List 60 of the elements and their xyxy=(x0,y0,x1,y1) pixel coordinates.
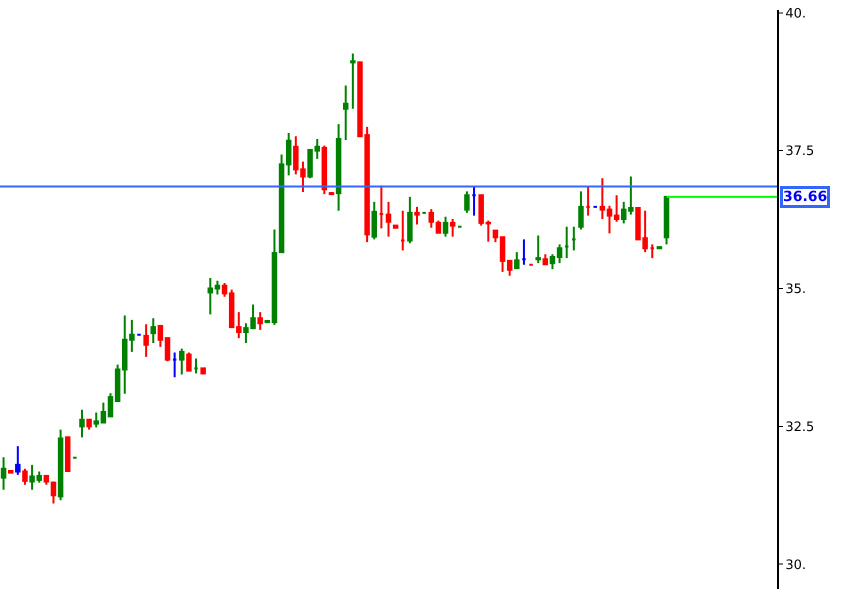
candlestick xyxy=(243,322,249,344)
candlestick xyxy=(407,196,413,244)
candlestick xyxy=(364,126,370,244)
y-tick-label: 35. xyxy=(785,282,806,298)
candlestick xyxy=(328,190,334,196)
candlestick xyxy=(143,323,149,358)
candlestick xyxy=(521,238,527,266)
candlestick xyxy=(257,311,263,331)
candlestick xyxy=(656,246,662,250)
candlestick xyxy=(556,243,562,264)
candlestick xyxy=(464,190,470,214)
candlestick xyxy=(158,324,164,348)
candlestick xyxy=(450,218,456,238)
candlestick xyxy=(492,230,498,244)
candlestick xyxy=(0,456,6,491)
candlestick xyxy=(58,428,64,502)
candlestick xyxy=(392,224,398,229)
candlestick xyxy=(250,303,256,330)
candlestick xyxy=(635,206,641,240)
candlestick xyxy=(342,84,348,142)
candlestick xyxy=(322,144,328,196)
candlestick xyxy=(514,251,520,270)
candlestick xyxy=(400,210,406,252)
candlestick xyxy=(578,190,584,230)
candlestick xyxy=(336,123,342,212)
candlestick xyxy=(442,216,448,238)
candlestick xyxy=(372,200,377,240)
candlestick xyxy=(357,60,363,138)
candlestick xyxy=(664,194,670,246)
y-tick-label: 32.5 xyxy=(785,420,814,435)
y-tick-label: 37.5 xyxy=(785,144,814,160)
ref-line-label: 36.66 xyxy=(783,189,828,205)
candlestick xyxy=(614,194,620,223)
candlestick xyxy=(585,186,591,217)
candlestick xyxy=(8,470,14,474)
candlestick xyxy=(542,253,548,266)
candlestick xyxy=(535,234,541,264)
candlestick xyxy=(471,186,477,217)
candlestick xyxy=(164,337,170,362)
candlestick xyxy=(186,351,192,372)
y-tick-label: 40. xyxy=(785,6,806,22)
candlestick xyxy=(642,210,648,254)
candlestick xyxy=(414,206,420,226)
candlestick xyxy=(550,253,556,270)
candlestick xyxy=(564,226,570,260)
candlestick xyxy=(350,52,356,110)
candlestick xyxy=(386,200,392,238)
candlestick xyxy=(22,468,28,486)
candlestick xyxy=(64,435,70,472)
candlestick xyxy=(200,367,206,376)
candlestick xyxy=(571,226,577,252)
candlestick xyxy=(172,351,178,378)
candlestick xyxy=(179,348,185,376)
candlestick xyxy=(193,358,199,374)
candlestick xyxy=(79,408,85,438)
candlestick xyxy=(15,445,21,476)
candlestick xyxy=(650,243,655,260)
candlestick xyxy=(150,317,156,344)
y-tick-label: 30. xyxy=(785,558,806,573)
candlestick xyxy=(86,418,92,431)
